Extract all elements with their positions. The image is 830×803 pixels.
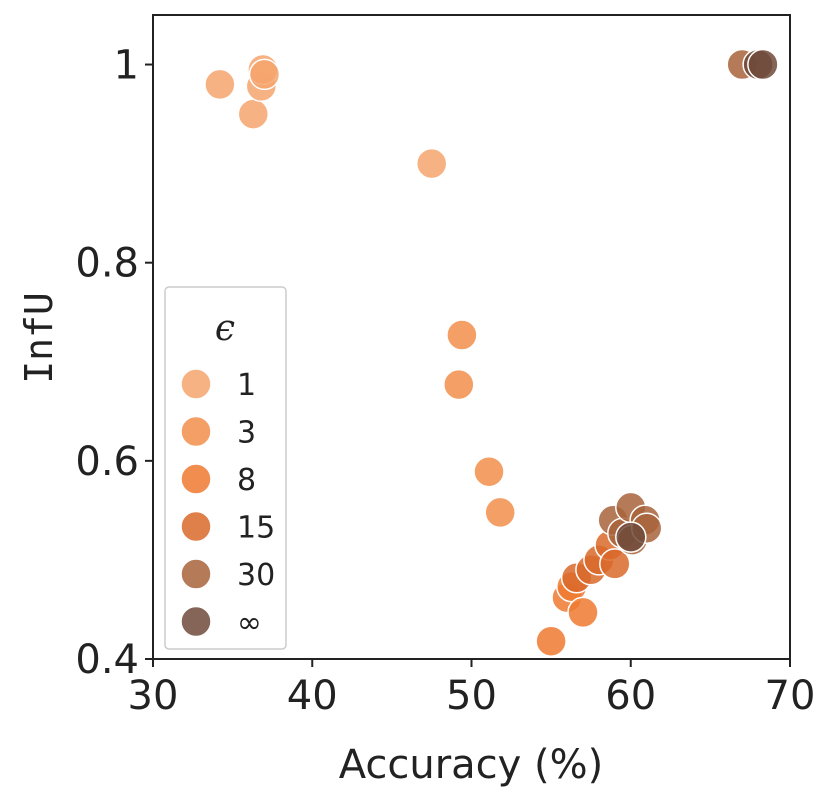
legend-marker bbox=[180, 558, 212, 590]
data-point bbox=[443, 368, 475, 401]
legend-marker bbox=[180, 463, 212, 495]
data-point bbox=[599, 548, 631, 580]
legend-title: ϵ bbox=[215, 308, 235, 349]
legend-marker bbox=[180, 415, 212, 448]
x-axis-label: Accuracy (%) bbox=[339, 742, 604, 788]
x-axis-ticks: 30 40 50 60 70 bbox=[128, 659, 816, 719]
legend-marker bbox=[180, 510, 212, 543]
legend-label: ∞ bbox=[237, 606, 262, 641]
legend-label: 8 bbox=[237, 463, 256, 498]
y-axis-label: InfU bbox=[17, 292, 61, 384]
legend-marker bbox=[180, 368, 212, 400]
y-tick-label: 0.6 bbox=[75, 439, 139, 485]
x-tick-label: 30 bbox=[128, 673, 179, 719]
y-tick-label: 0.8 bbox=[75, 241, 139, 287]
x-tick-label: 50 bbox=[446, 673, 497, 719]
y-axis-ticks: 0.4 0.6 0.8 1 bbox=[75, 43, 153, 683]
data-point bbox=[446, 319, 478, 351]
x-tick-label: 70 bbox=[765, 673, 816, 719]
data-point bbox=[567, 596, 599, 629]
y-tick-label: 0.4 bbox=[75, 637, 139, 683]
data-point bbox=[237, 98, 270, 130]
legend-label: 30 bbox=[237, 558, 275, 593]
data-point bbox=[484, 496, 516, 529]
data-points bbox=[204, 48, 779, 657]
data-point bbox=[415, 147, 448, 180]
legend-label: 15 bbox=[237, 511, 275, 546]
legend-items: 1 3 8 15 30 ∞ bbox=[180, 368, 275, 641]
data-point bbox=[248, 58, 281, 91]
data-point bbox=[473, 455, 505, 488]
legend-label: 3 bbox=[237, 416, 256, 451]
data-point bbox=[615, 521, 647, 553]
legend-marker bbox=[180, 605, 212, 638]
y-tick-label: 1 bbox=[114, 43, 139, 89]
data-point bbox=[747, 48, 779, 81]
data-point bbox=[535, 625, 567, 657]
x-tick-label: 60 bbox=[605, 673, 656, 719]
x-tick-label: 40 bbox=[287, 673, 338, 719]
legend-label: 1 bbox=[237, 368, 256, 403]
data-point bbox=[204, 68, 236, 101]
legend: ϵ 1 3 8 15 30 ∞ bbox=[164, 286, 287, 650]
